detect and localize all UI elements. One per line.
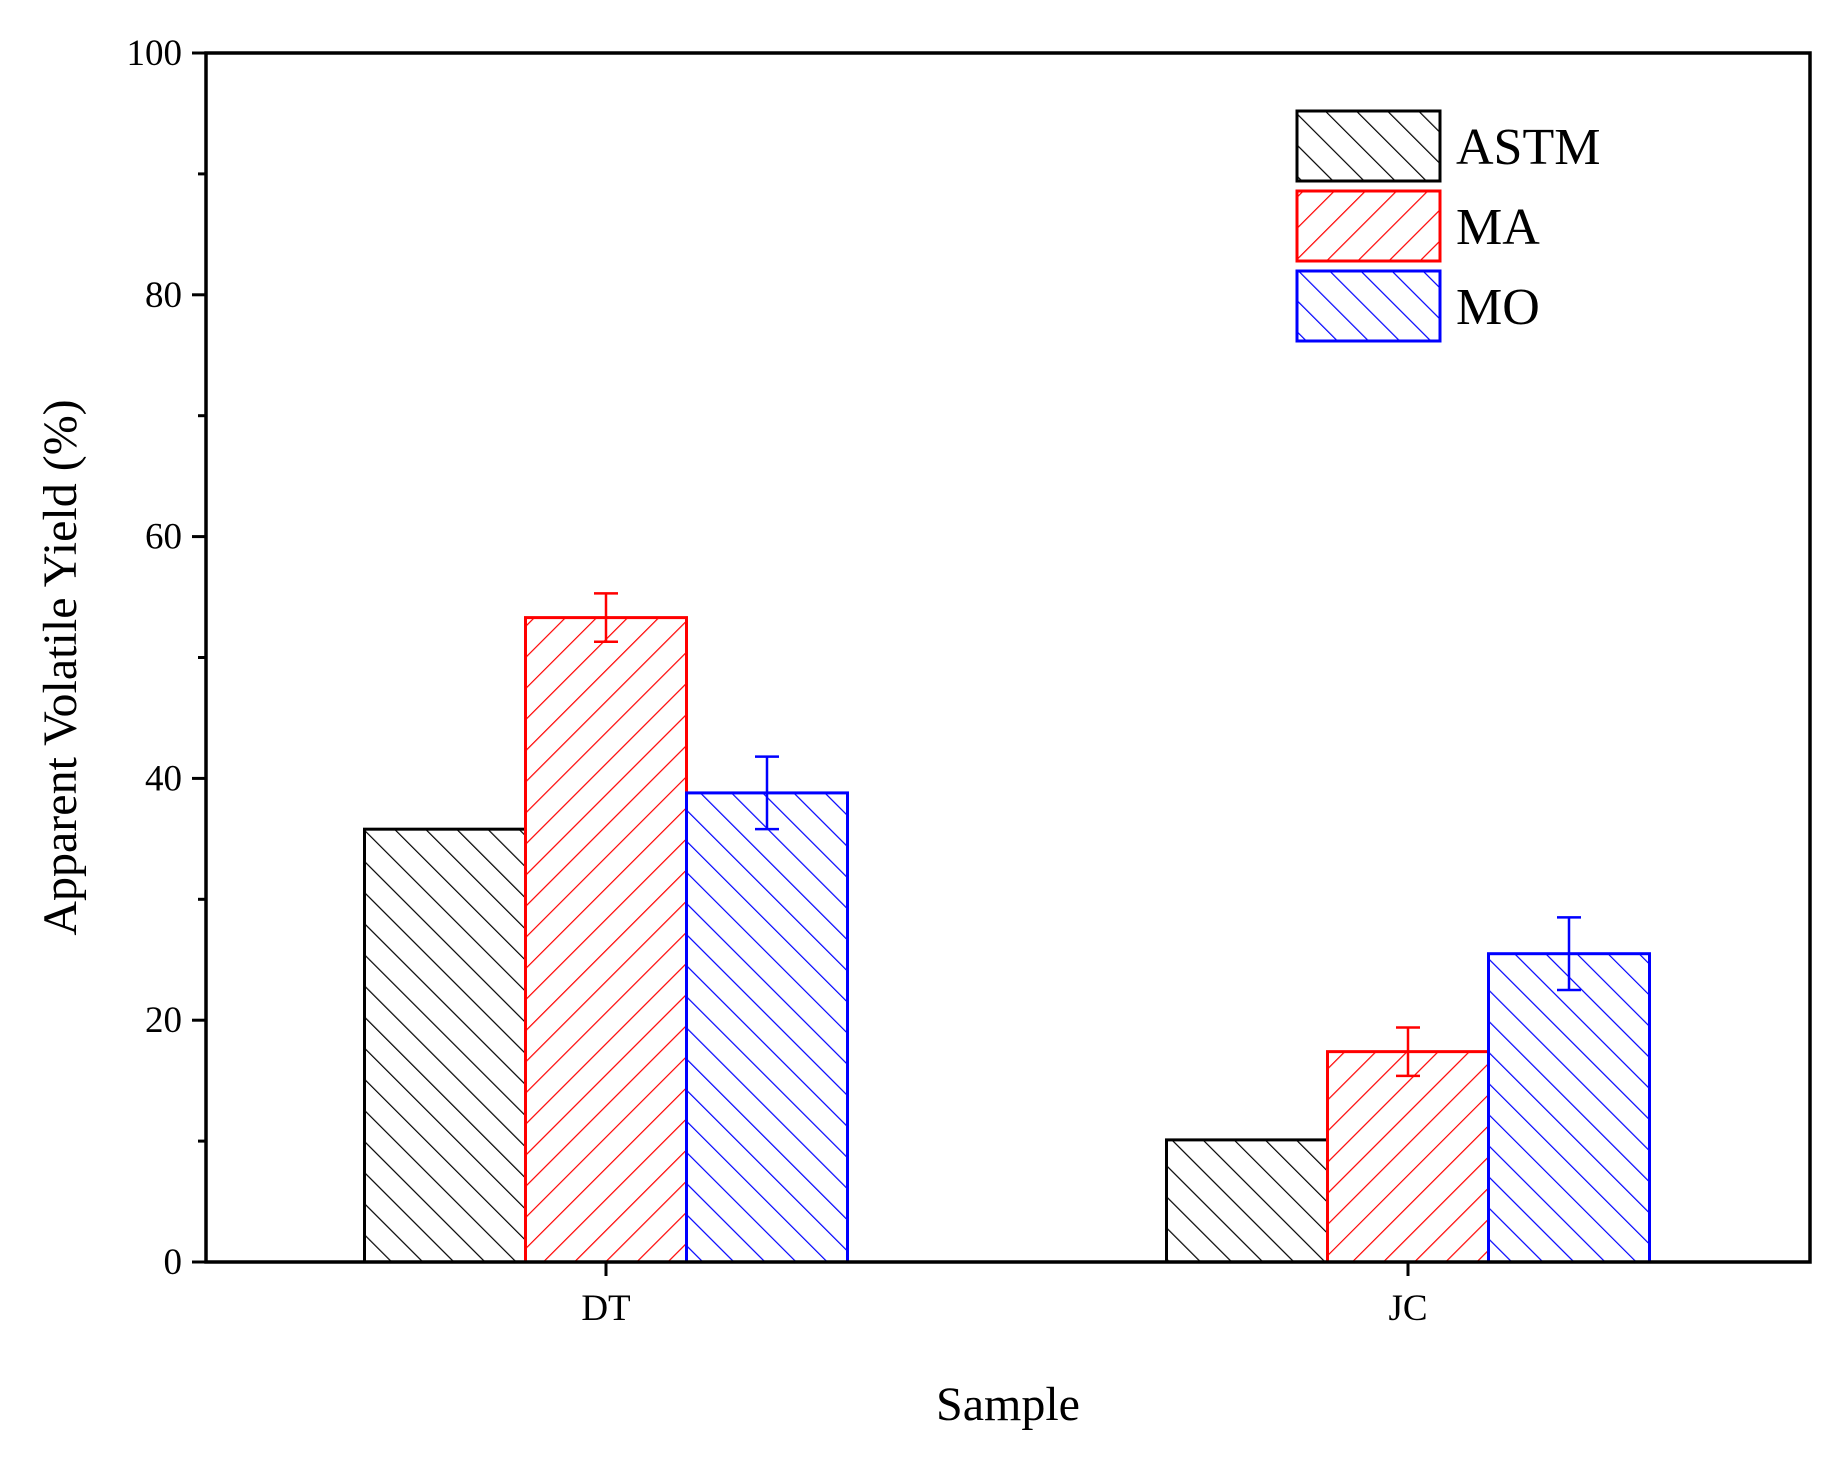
x-tick-label-dt: DT — [581, 1288, 630, 1329]
bar-dt-mo — [685, 791, 849, 1264]
bar-dt-ma — [524, 616, 688, 1264]
y-axis: 0 20 40 60 80 100 — [127, 33, 206, 1283]
y-axis-title: Apparent Volatile Yield (%) — [34, 399, 87, 935]
legend-swatch-astm — [1295, 109, 1442, 183]
bar-jc-astm — [1165, 1138, 1329, 1264]
x-axis-title: Sample — [936, 1378, 1080, 1431]
x-axis: DT JC — [581, 1262, 1428, 1329]
error-bars-layer — [594, 592, 1581, 1078]
legend: ASTM MA MO — [1295, 109, 1600, 343]
y-tick-label: 80 — [145, 275, 182, 316]
y-tick-label: 100 — [127, 33, 183, 74]
legend-label-ma: MA — [1456, 199, 1540, 256]
bar-jc-ma — [1326, 1050, 1490, 1264]
error-bar-dt-ma — [594, 592, 618, 644]
legend-label-astm: ASTM — [1456, 119, 1600, 176]
x-tick-label-jc: JC — [1388, 1288, 1427, 1329]
error-bar-jc-ma — [1396, 1026, 1420, 1078]
legend-item-ma: MA — [1295, 189, 1540, 263]
error-bar-jc-mo — [1557, 916, 1581, 992]
legend-swatch-mo — [1295, 269, 1442, 343]
y-tick-label: 60 — [145, 517, 182, 558]
bar-dt-astm — [363, 827, 527, 1264]
legend-item-mo: MO — [1295, 269, 1540, 343]
bars-layer — [363, 616, 1651, 1264]
y-tick-label: 40 — [145, 758, 182, 799]
error-bar-dt-mo — [755, 755, 779, 831]
legend-item-astm: ASTM — [1295, 109, 1600, 183]
bar-jc-mo — [1487, 952, 1651, 1264]
y-tick-label: 0 — [164, 1242, 183, 1283]
y-tick-label: 20 — [145, 1000, 182, 1041]
legend-swatch-ma — [1295, 189, 1442, 263]
legend-label-mo: MO — [1456, 279, 1540, 336]
